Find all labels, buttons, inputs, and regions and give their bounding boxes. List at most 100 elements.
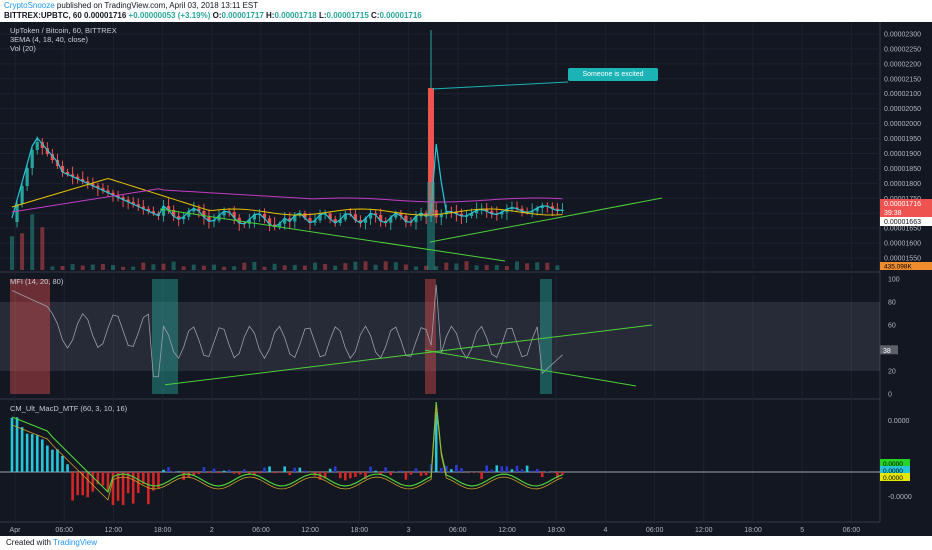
x-tick-label: 12:00 [301, 527, 319, 534]
volume-bar [50, 266, 55, 270]
volume-bar [525, 263, 530, 270]
x-tick-label: 2 [210, 527, 214, 534]
macd-bar [51, 449, 54, 472]
x-tick-label: 18:00 [547, 527, 565, 534]
macd-bar [374, 470, 377, 472]
tradingview-logo-text[interactable]: TradingView [53, 538, 98, 547]
candle-body [40, 142, 44, 148]
macd-bar [243, 469, 246, 472]
macd-bar [162, 469, 165, 472]
macd-bar [273, 472, 276, 474]
high-value: 0.00001718 [274, 11, 317, 20]
candle-body [520, 208, 524, 212]
trend-line [159, 208, 506, 262]
macd-value-label: 0.0000 [883, 461, 903, 468]
candle-body [404, 215, 408, 222]
macd-bar [46, 445, 49, 472]
chart-title: UpToken / Bitcoin, 60, BITTREX [10, 26, 117, 35]
macd-bar [445, 465, 448, 472]
candle-body [308, 218, 312, 223]
mfi-trend-line [164, 324, 653, 386]
macd-bar [81, 472, 84, 496]
macd-bar [121, 472, 125, 506]
candle-body [363, 218, 368, 223]
x-tick-label: 06:00 [252, 527, 270, 534]
macd-bar [182, 472, 185, 481]
chart-canvas[interactable]: Apr 06:00 12:00 18:00 2 06:00 12:00 18:00 3 06:00… [0, 22, 932, 536]
candle-body [126, 199, 130, 202]
macd-bar [35, 435, 39, 472]
volume-bar [393, 262, 398, 270]
macd-value-label: 0.0000 [883, 468, 903, 475]
chart-area[interactable]: Apr 06:00 12:00 18:00 2 06:00 12:00 18:00 3 06:00… [0, 22, 932, 536]
symbol-label: BITTREX:UPBTC, 60 [4, 11, 82, 20]
macd-bar [293, 467, 297, 472]
macd-label: CM_Ult_MacD_MTF (60, 3, 10, 16) [10, 404, 128, 413]
x-tick-label: 3 [407, 527, 411, 534]
candle-body [333, 219, 337, 223]
macd-bar [510, 469, 514, 472]
candle-body [343, 213, 347, 220]
candle-body [490, 211, 494, 214]
candle-body [15, 204, 19, 222]
macd-bar [333, 466, 337, 472]
volume-bar [504, 266, 509, 270]
macd-bar [520, 469, 524, 472]
candle-body [273, 224, 277, 227]
price-tag-label: 0.00001716 [884, 201, 921, 208]
volume-bar [282, 265, 287, 270]
macd-bar [525, 465, 529, 472]
macd-bar [30, 434, 34, 472]
macd-bar [561, 472, 564, 475]
macd-bar [248, 472, 251, 475]
volume-bar [161, 263, 166, 270]
mfi-y-tick: 80 [888, 300, 896, 307]
volume-bar [292, 264, 297, 270]
macd-bar [66, 464, 69, 472]
macd-bar [76, 472, 79, 496]
mfi-zone [425, 279, 436, 394]
candle-body [550, 206, 554, 209]
volume-bar [30, 214, 35, 270]
candle-body [540, 205, 544, 209]
macd-bar [202, 467, 206, 472]
macd-bar [96, 472, 100, 485]
candle-body [338, 219, 342, 223]
x-tick-label: 18:00 [351, 527, 369, 534]
macd-bar [460, 468, 463, 472]
volume-bar [141, 262, 146, 270]
macd-bar [480, 472, 483, 480]
macd-bar [10, 417, 14, 472]
candle-body [76, 176, 80, 179]
volume-bar [373, 264, 378, 270]
macd-bar [207, 472, 211, 473]
candle-body [232, 212, 236, 218]
candle-body [35, 142, 39, 150]
candle-body [141, 206, 145, 209]
candle-body [283, 218, 287, 224]
author-link[interactable]: CryptoSnooze [4, 1, 55, 10]
macd-bar [56, 449, 59, 472]
footer: Created with TradingView [0, 536, 932, 550]
macd-bar [450, 469, 453, 472]
macd-bar [71, 472, 74, 501]
candle-body [60, 166, 65, 172]
annotation-callout[interactable]: Someone is excited [568, 68, 658, 81]
macd-bar [172, 471, 175, 472]
candle-body [166, 206, 171, 210]
macd-y-tick: 0.0000 [888, 418, 910, 425]
y-tick-label: 0.00002300 [884, 32, 921, 39]
candle-body [293, 215, 297, 222]
y-tick-label: 0.00002100 [884, 91, 921, 98]
volume-bar [333, 265, 338, 270]
macd-bar [177, 471, 180, 472]
mfi-y-tick: 0 [888, 392, 892, 399]
volume-bar-spike [427, 182, 435, 270]
spike-candle [428, 88, 434, 216]
candle-body [177, 216, 181, 220]
x-tick-label: 5 [800, 527, 804, 534]
candle-body [237, 217, 241, 224]
candle-body [555, 208, 559, 211]
macd-bar [253, 472, 256, 476]
candle-body [389, 217, 393, 223]
